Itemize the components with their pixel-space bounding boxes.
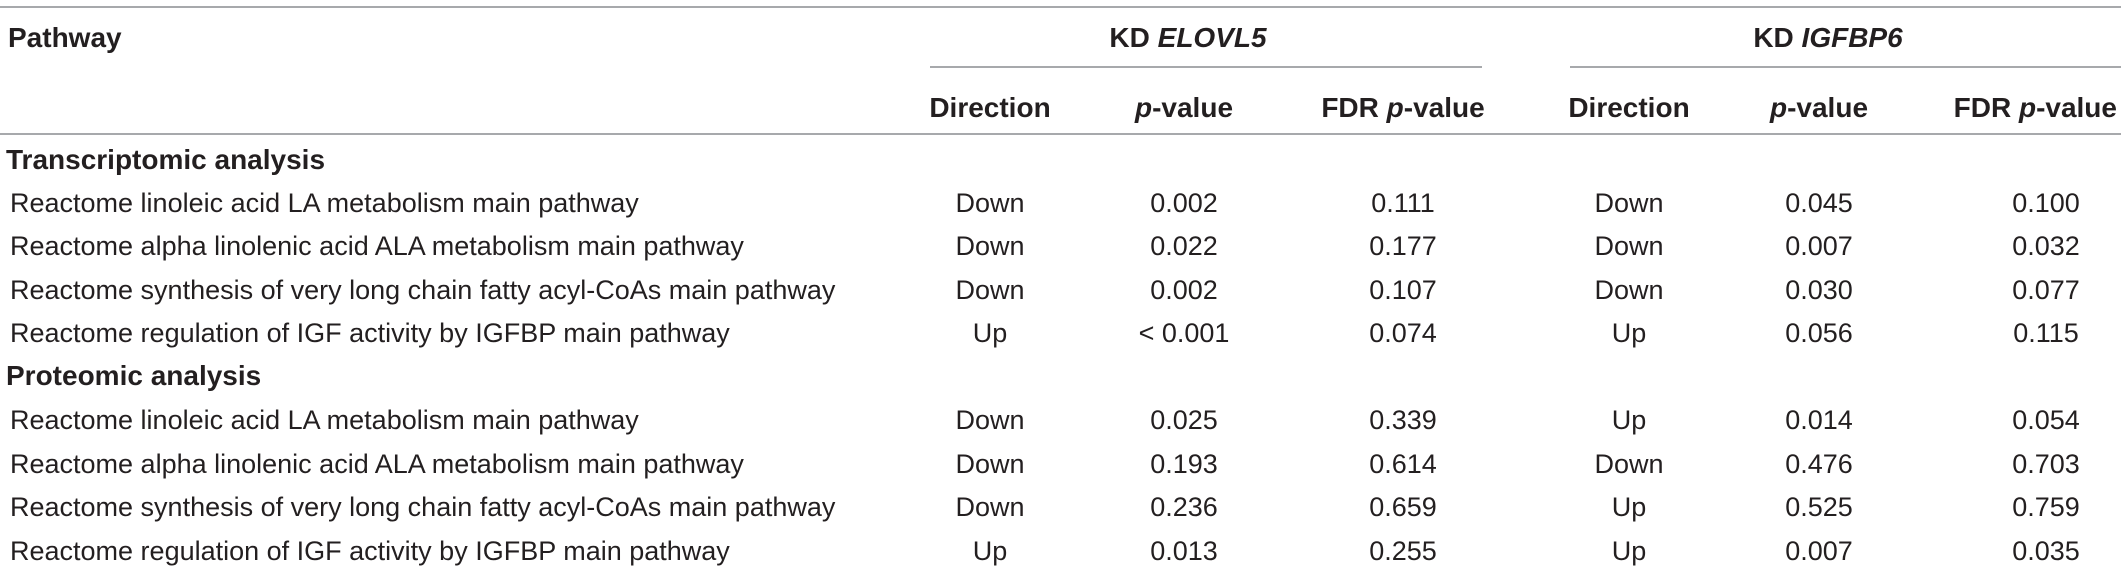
kd-igfbp6-gene: IGFBP6	[1801, 22, 1903, 53]
elovl5-fdr-cell: 0.177	[1369, 231, 1437, 261]
top-rule	[0, 6, 2121, 8]
kd-igfbp6-prefix: KD	[1753, 22, 1802, 53]
igfbp6-direction-cell: Down	[1594, 231, 1664, 261]
pvalue-header-igfbp6: p-value	[1770, 94, 1868, 122]
kd-elovl5-header: KD ELOVL5	[1109, 24, 1266, 52]
igfbp6-direction-cell: Up	[1611, 492, 1647, 522]
fdr-prefix: FDR	[1321, 92, 1387, 123]
igfbp6-direction-cell: Down	[1594, 275, 1664, 305]
p-italic: p	[1769, 92, 1788, 123]
igfbp6-pvalue-cell: 0.030	[1785, 275, 1853, 305]
pvalue-header-elovl5: p-value	[1135, 94, 1233, 122]
igfbp6-fdr-cell: 0.054	[2012, 405, 2080, 435]
elovl5-fdr-cell: 0.074	[1369, 318, 1437, 348]
pathway-header: Pathway	[8, 22, 122, 53]
igfbp6-fdr-cell: 0.759	[2012, 492, 2080, 522]
elovl5-pvalue-cell: 0.002	[1150, 275, 1218, 305]
elovl5-direction-cell: Down	[955, 405, 1025, 435]
elovl5-direction-cell: Up	[972, 536, 1008, 566]
igfbp6-direction-cell: Up	[1611, 405, 1647, 435]
pathway-cell: Reactome alpha linolenic acid ALA metabo…	[10, 231, 744, 261]
pathway-cell: Reactome synthesis of very long chain fa…	[10, 492, 836, 522]
igfbp6-fdr-cell: 0.703	[2012, 449, 2080, 479]
elovl5-pvalue-cell: 0.025	[1150, 405, 1218, 435]
p-suffix: -value	[2036, 92, 2117, 123]
igfbp6-pvalue-cell: 0.014	[1785, 405, 1853, 435]
elovl5-direction-cell: Down	[955, 188, 1025, 218]
pathway-cell: Reactome synthesis of very long chain fa…	[10, 275, 836, 305]
elovl5-fdr-cell: 0.659	[1369, 492, 1437, 522]
elovl5-fdr-cell: 0.111	[1371, 188, 1435, 218]
p-suffix: -value	[1787, 92, 1869, 123]
elovl5-pvalue-cell: 0.236	[1150, 492, 1218, 522]
header-bottom-rule	[0, 133, 2121, 135]
igfbp6-pvalue-cell: 0.525	[1785, 492, 1853, 522]
elovl5-direction-cell: Down	[955, 231, 1025, 261]
elovl5-fdr-cell: 0.339	[1369, 405, 1437, 435]
elovl5-group-rule	[930, 66, 1482, 68]
p-suffix: -value	[1152, 92, 1234, 123]
pathway-cell: Reactome linoleic acid LA metabolism mai…	[10, 188, 639, 218]
p-italic: p	[1134, 92, 1153, 123]
kd-elovl5-gene: ELOVL5	[1157, 22, 1267, 53]
elovl5-pvalue-cell: 0.193	[1150, 449, 1218, 479]
fdr-pvalue-header-igfbp6: FDR p-value	[1954, 94, 2117, 122]
elovl5-pvalue-cell: < 0.001	[1138, 318, 1230, 348]
igfbp6-group-rule	[1570, 66, 2121, 68]
elovl5-pvalue-cell: 0.002	[1150, 188, 1218, 218]
p-italic: p	[2018, 92, 2037, 123]
p-italic: p	[1386, 92, 1404, 123]
igfbp6-pvalue-cell: 0.056	[1785, 318, 1853, 348]
igfbp6-direction-cell: Down	[1594, 449, 1664, 479]
p-suffix: -value	[1403, 92, 1485, 123]
igfbp6-pvalue-cell: 0.476	[1785, 449, 1853, 479]
igfbp6-pvalue-cell: 0.007	[1785, 231, 1853, 261]
pathway-cell: Reactome linoleic acid LA metabolism mai…	[10, 405, 639, 435]
fdr-pvalue-header-elovl5: FDR p-value	[1321, 94, 1484, 122]
pathway-cell: Reactome regulation of IGF activity by I…	[10, 536, 730, 566]
igfbp6-fdr-cell: 0.115	[2013, 318, 2079, 348]
igfbp6-pvalue-cell: 0.007	[1785, 536, 1853, 566]
elovl5-pvalue-cell: 0.013	[1150, 536, 1218, 566]
elovl5-direction-cell: Down	[955, 275, 1025, 305]
igfbp6-fdr-cell: 0.032	[2012, 231, 2080, 261]
section-title-proteomic: Proteomic analysis	[6, 360, 262, 391]
igfbp6-direction-cell: Up	[1611, 318, 1647, 348]
section-title-transcriptomic: Transcriptomic analysis	[6, 144, 326, 175]
elovl5-direction-cell: Down	[955, 449, 1025, 479]
elovl5-direction-cell: Up	[972, 318, 1008, 348]
pathway-cell: Reactome alpha linolenic acid ALA metabo…	[10, 449, 744, 479]
igfbp6-fdr-cell: 0.100	[2012, 188, 2080, 218]
fdr-prefix: FDR	[1953, 92, 2019, 123]
elovl5-fdr-cell: 0.107	[1369, 275, 1437, 305]
igfbp6-pvalue-cell: 0.045	[1785, 188, 1853, 218]
elovl5-fdr-cell: 0.255	[1369, 536, 1437, 566]
elovl5-pvalue-cell: 0.022	[1150, 231, 1218, 261]
direction-header-igfbp6: Direction	[1568, 92, 1690, 123]
direction-header-elovl5: Direction	[929, 92, 1051, 123]
elovl5-fdr-cell: 0.614	[1369, 449, 1437, 479]
igfbp6-direction-cell: Up	[1611, 536, 1647, 566]
elovl5-direction-cell: Down	[955, 492, 1025, 522]
pathway-cell: Reactome regulation of IGF activity by I…	[10, 318, 730, 348]
kd-elovl5-prefix: KD	[1109, 22, 1158, 53]
igfbp6-fdr-cell: 0.035	[2012, 536, 2080, 566]
igfbp6-direction-cell: Down	[1594, 188, 1664, 218]
igfbp6-fdr-cell: 0.077	[2012, 275, 2080, 305]
kd-igfbp6-header: KD IGFBP6	[1753, 24, 1902, 52]
